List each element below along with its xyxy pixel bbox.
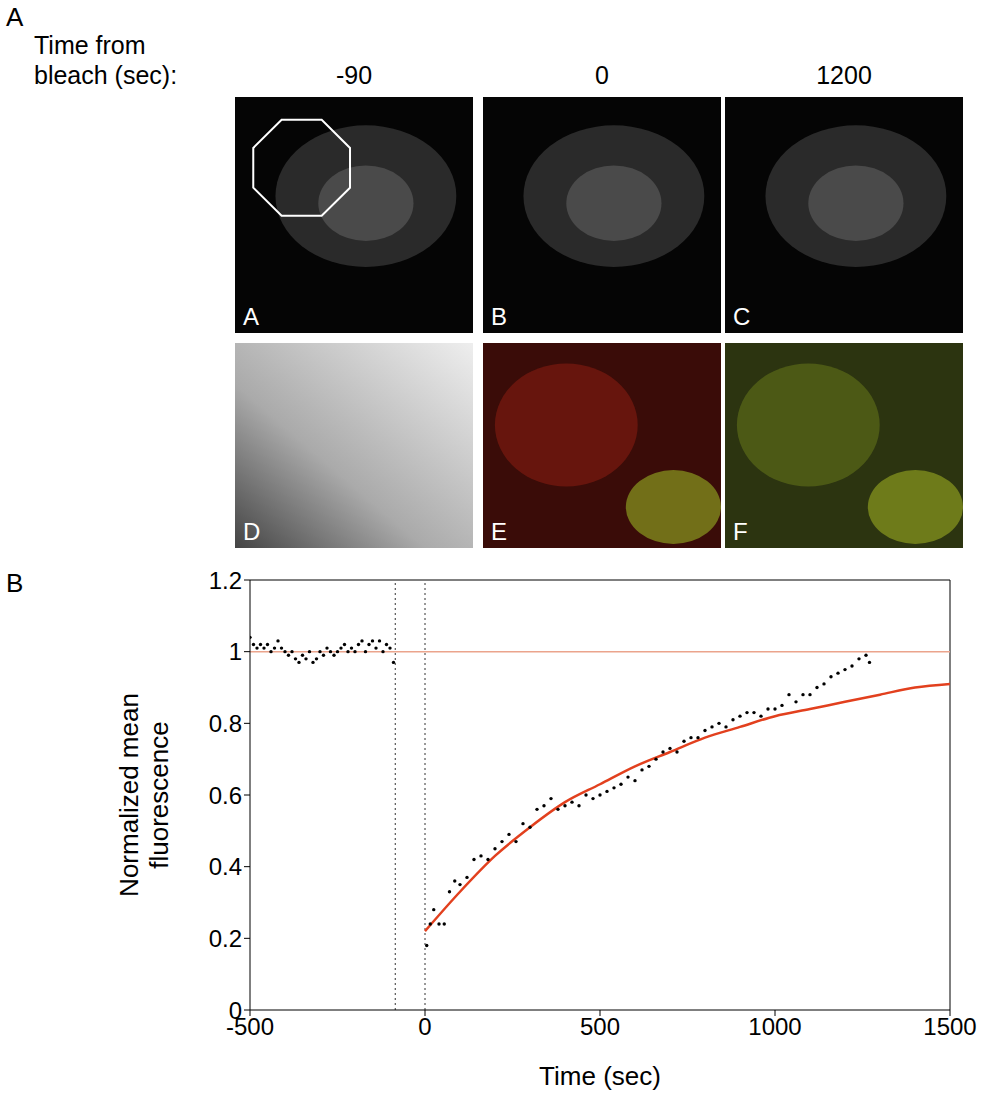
svg-text:-500: -500 xyxy=(226,1013,274,1040)
svg-text:0.2: 0.2 xyxy=(209,925,242,952)
svg-text:0.8: 0.8 xyxy=(209,710,242,737)
svg-text:Time (sec): Time (sec) xyxy=(539,1061,661,1091)
svg-text:E: E xyxy=(491,518,507,545)
svg-text:0: 0 xyxy=(229,997,242,1024)
svg-text:F: F xyxy=(733,518,748,545)
svg-text:Time from: Time from xyxy=(34,31,146,59)
svg-text:A: A xyxy=(6,2,24,32)
svg-text:0.6: 0.6 xyxy=(209,782,242,809)
svg-text:D: D xyxy=(243,518,260,545)
svg-text:1: 1 xyxy=(229,638,242,665)
svg-text:Normalized meanfluorescence: Normalized meanfluorescence xyxy=(114,693,174,897)
svg-text:C: C xyxy=(733,303,750,330)
svg-text:B: B xyxy=(491,303,507,330)
svg-text:-90: -90 xyxy=(336,61,372,89)
svg-text:0: 0 xyxy=(595,61,609,89)
svg-text:1000: 1000 xyxy=(748,1013,801,1040)
svg-text:1500: 1500 xyxy=(923,1013,976,1040)
svg-text:A: A xyxy=(243,303,259,330)
svg-text:B: B xyxy=(6,568,23,598)
svg-text:bleach (sec):: bleach (sec): xyxy=(34,61,177,89)
svg-text:0: 0 xyxy=(418,1013,431,1040)
svg-text:1.2: 1.2 xyxy=(209,567,242,594)
svg-text:0.4: 0.4 xyxy=(209,853,242,880)
svg-text:500: 500 xyxy=(580,1013,620,1040)
svg-text:1200: 1200 xyxy=(816,61,872,89)
